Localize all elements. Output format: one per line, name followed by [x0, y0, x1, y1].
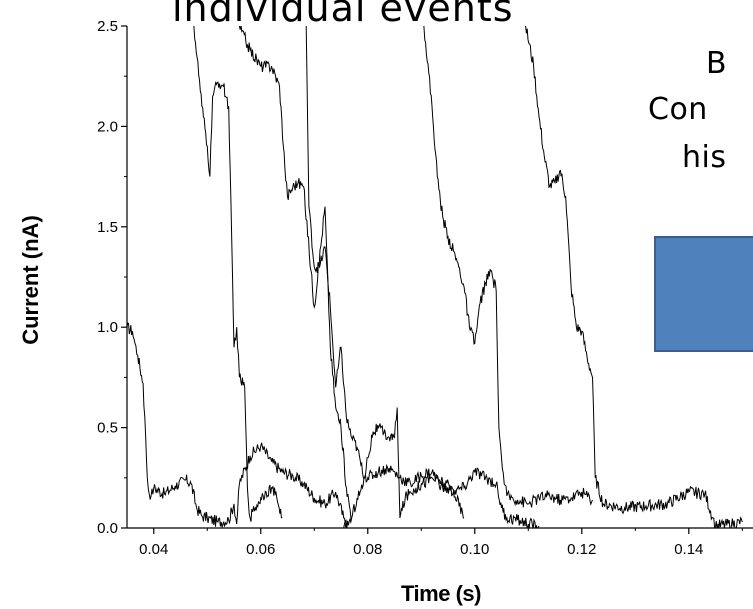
blue-box-shape — [654, 236, 753, 352]
side-text-line-1: B — [706, 46, 728, 81]
x-tick-label: 0.08 — [353, 541, 382, 558]
trace-line-5 — [343, 407, 465, 528]
trace-line-3 — [238, 26, 353, 521]
trace-line-1 — [127, 322, 347, 528]
side-text-line-3: his — [682, 140, 727, 175]
y-tick-label: 1.0 — [97, 319, 118, 336]
x-tick-label: 0.10 — [460, 541, 489, 558]
side-text-line-2: Con — [648, 92, 708, 127]
y-axis-label: Current (nA) — [18, 215, 43, 345]
x-tick-label: 0.14 — [674, 541, 703, 558]
trace-line-7 — [525, 26, 743, 528]
trace-line-2 — [193, 26, 283, 522]
y-tick-label: 2.5 — [97, 18, 118, 35]
x-tick-label: 0.12 — [567, 541, 596, 558]
trace-line-6 — [423, 26, 593, 508]
y-tick-label: 0.5 — [97, 420, 118, 437]
y-tick-label: 2.0 — [97, 118, 118, 135]
y-tick-label: 1.5 — [97, 219, 118, 236]
x-tick-label: 0.06 — [246, 541, 275, 558]
y-tick-label: 0.0 — [97, 520, 118, 537]
slide-title-fragment: individual events — [172, 0, 514, 30]
x-axis-label: Time (s) — [401, 581, 481, 606]
trace-line-4 — [305, 26, 540, 528]
x-tick-label: 0.04 — [139, 541, 168, 558]
